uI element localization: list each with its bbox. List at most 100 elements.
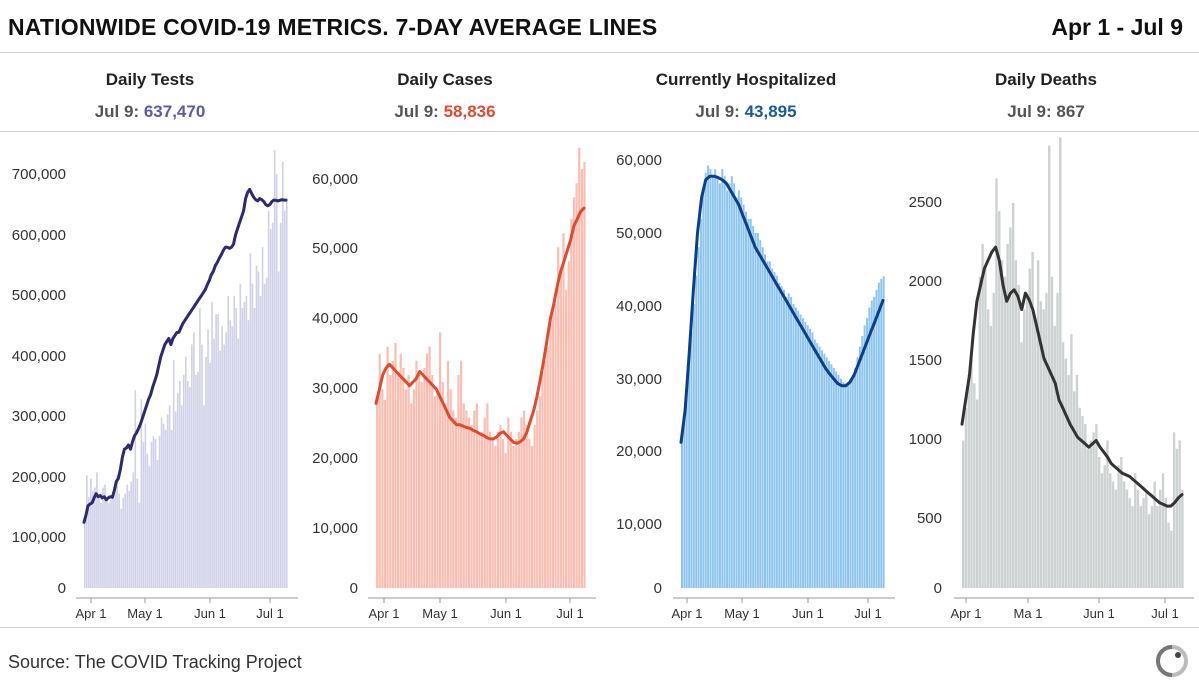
bar xyxy=(126,484,129,588)
bar xyxy=(832,367,835,588)
bar xyxy=(225,332,228,588)
metric-name: Daily Cases xyxy=(397,70,493,89)
bar xyxy=(454,417,457,588)
bar xyxy=(1073,391,1076,588)
bar xyxy=(1081,415,1084,588)
bar xyxy=(425,353,429,588)
bar xyxy=(136,478,139,588)
bar xyxy=(1031,252,1034,588)
bar xyxy=(457,375,460,588)
bar xyxy=(195,375,197,588)
bar xyxy=(176,393,179,588)
y-tick-label: 100,000 xyxy=(12,529,66,546)
bar xyxy=(241,308,244,588)
bar xyxy=(110,499,112,588)
bar xyxy=(1056,293,1059,588)
bar xyxy=(544,360,547,588)
y-tick-label: 60,000 xyxy=(616,152,662,169)
chart-currently-hospitalized: 0 10,000 20,000 30,000 40,000 50,000 60,000 Apr… xyxy=(616,152,895,621)
y-tick-label: 50,000 xyxy=(616,225,662,242)
bar xyxy=(178,381,181,588)
bar xyxy=(389,375,392,588)
bar xyxy=(1120,456,1123,588)
bar xyxy=(231,326,234,588)
bar xyxy=(1095,424,1098,588)
bar xyxy=(541,375,544,588)
bar xyxy=(460,360,463,588)
y-tick-label: 300,000 xyxy=(12,408,66,425)
metric-value: 867 xyxy=(1056,102,1085,121)
metric-date: Jul 9: xyxy=(1007,102,1052,121)
bar xyxy=(728,183,731,589)
bar xyxy=(1142,497,1145,588)
bar xyxy=(1147,514,1151,588)
avg-line xyxy=(374,206,586,445)
x-tick-label: Ma 1 xyxy=(1014,606,1043,621)
bar xyxy=(794,307,797,588)
bar xyxy=(978,276,982,588)
chart-daily-deaths: 0 500 1000 1500 2000 2500 Apr 1 Ma 1 Jun 1 Jul 1 xyxy=(909,137,1194,621)
bar xyxy=(496,431,499,588)
bar xyxy=(695,275,698,588)
bar xyxy=(557,247,560,588)
x-tick-label: May 1 xyxy=(127,606,162,621)
bar xyxy=(1089,440,1093,588)
bar xyxy=(1100,473,1104,588)
bar xyxy=(158,435,161,588)
bar xyxy=(681,438,683,588)
bar xyxy=(726,190,729,588)
bar xyxy=(233,295,236,588)
chart-daily-tests: 0 100,000 200,000 300,000 400,000 500,000 600,… xyxy=(12,149,298,621)
bar xyxy=(452,410,455,588)
chart-daily-cases: 0 10,000 20,000 30,000 40,000 50,000 60,000 Apr… xyxy=(312,147,596,621)
bar xyxy=(201,344,203,588)
bar xyxy=(239,283,242,588)
bar xyxy=(773,272,776,588)
bar xyxy=(397,375,400,588)
bar xyxy=(112,496,114,588)
bar xyxy=(245,295,248,588)
bar xyxy=(211,301,213,588)
bar xyxy=(273,149,276,589)
bar xyxy=(575,183,578,589)
bar xyxy=(785,296,788,588)
bar xyxy=(86,475,88,588)
bar xyxy=(386,346,389,588)
bar xyxy=(783,289,785,588)
bar xyxy=(217,314,219,588)
bar xyxy=(502,438,505,588)
bar xyxy=(1097,456,1101,588)
bar xyxy=(1175,448,1179,588)
metric-date: Jul 9: xyxy=(394,102,439,121)
bar xyxy=(546,346,549,588)
bar xyxy=(873,296,876,588)
bar xyxy=(811,332,814,588)
bar xyxy=(875,289,878,588)
bar xyxy=(745,211,748,588)
bar xyxy=(849,378,852,588)
bar xyxy=(227,295,230,588)
bar xyxy=(399,353,402,588)
bar xyxy=(730,176,733,588)
bar xyxy=(193,332,195,588)
bar xyxy=(768,261,771,588)
bar xyxy=(752,225,755,588)
bar xyxy=(572,197,576,588)
bar xyxy=(243,301,246,588)
bar xyxy=(992,293,995,588)
bar xyxy=(88,496,90,588)
bar xyxy=(1067,375,1070,588)
bar xyxy=(1053,325,1056,588)
bar xyxy=(778,282,781,588)
bar xyxy=(142,441,145,588)
bar xyxy=(134,390,137,588)
x-tick-label: Apr 1 xyxy=(950,606,981,621)
bar xyxy=(567,261,570,588)
bar xyxy=(271,222,274,588)
bar xyxy=(709,169,712,588)
bar xyxy=(1122,481,1126,588)
bar xyxy=(583,162,586,588)
bar xyxy=(1014,260,1018,588)
date-range: Apr 1 - Jul 9 xyxy=(1051,14,1183,40)
bar xyxy=(533,424,536,588)
